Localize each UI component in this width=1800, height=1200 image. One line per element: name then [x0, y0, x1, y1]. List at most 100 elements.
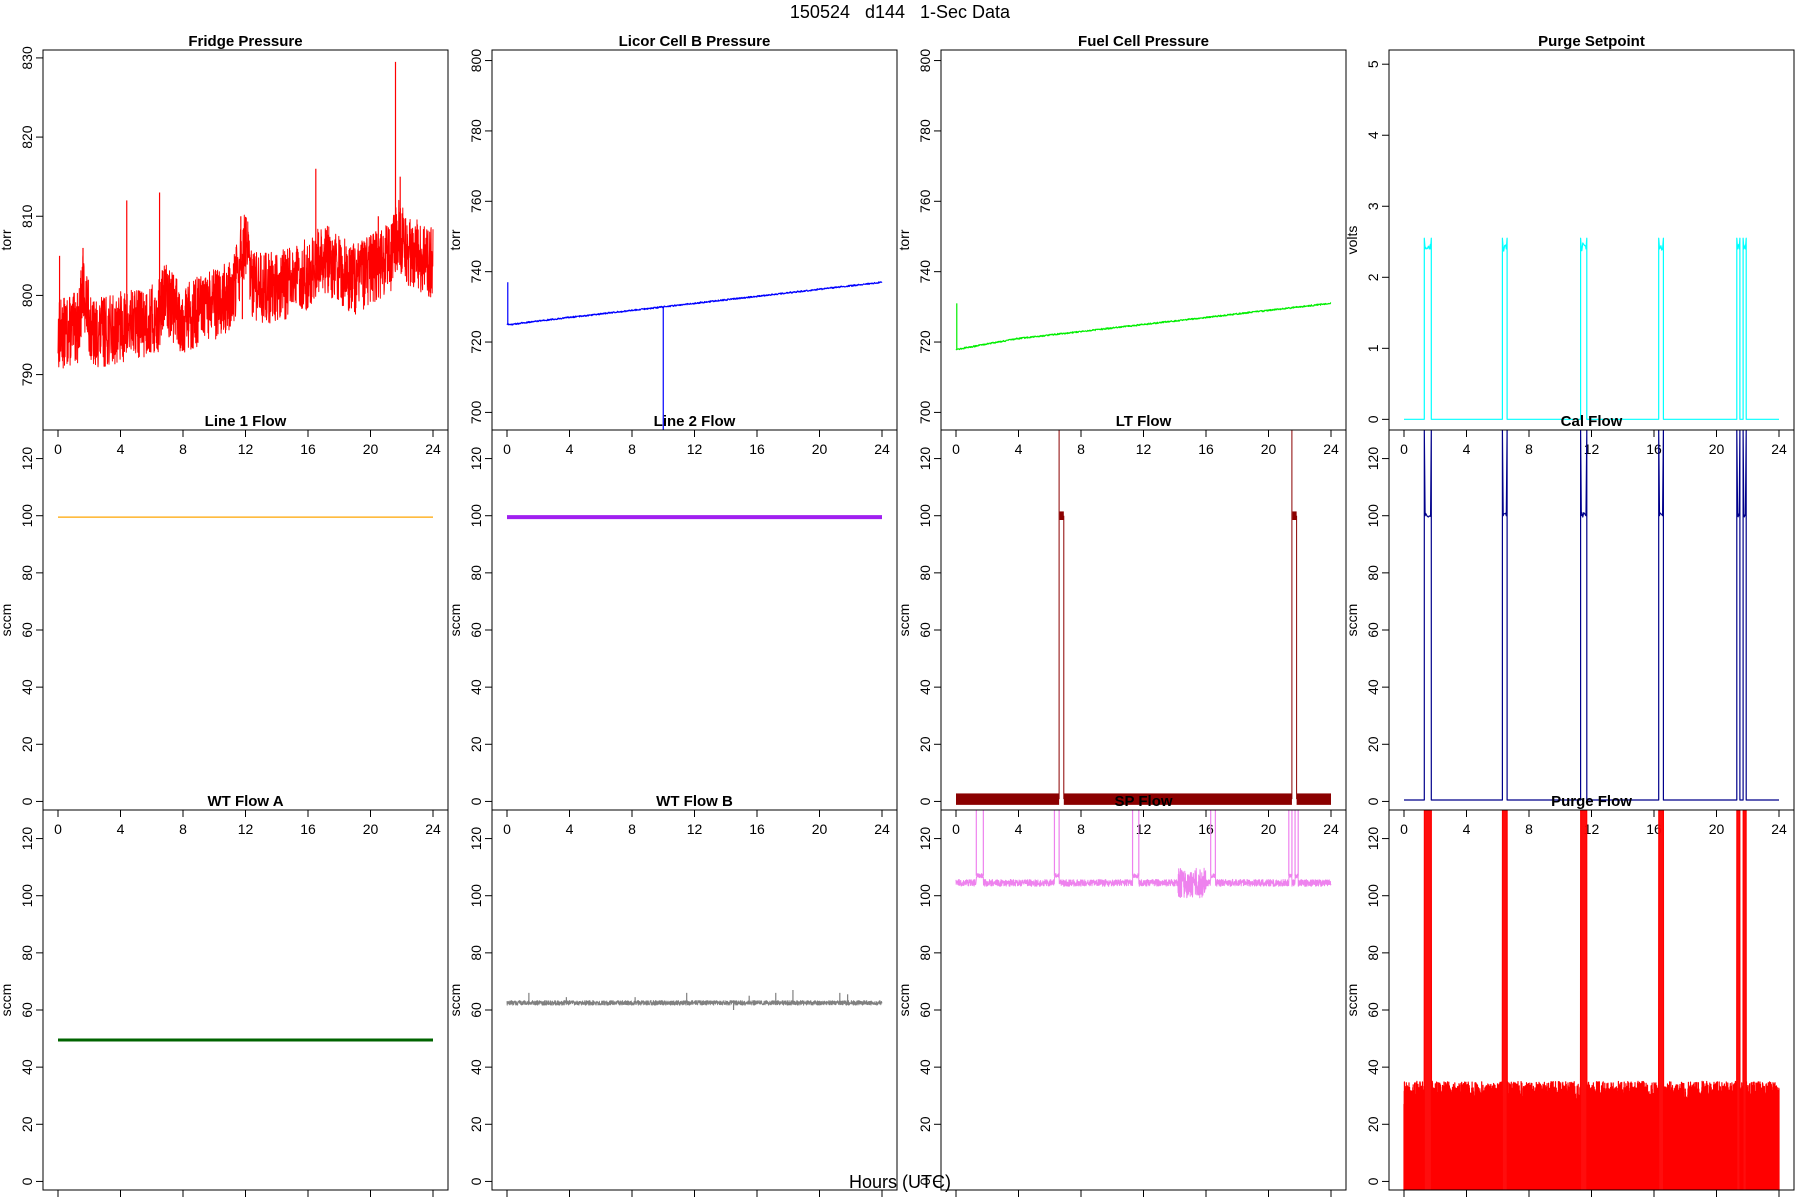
plot-area	[955, 302, 1332, 351]
page-title: 150524 d144 1-Sec Data	[789, 2, 1011, 22]
y-tick-label: 20	[468, 1116, 484, 1132]
pulse-trace	[1404, 237, 1779, 420]
x-tick-label: 24	[874, 441, 890, 457]
pulse-block	[1658, 810, 1664, 1190]
x-tick-label: 12	[1136, 441, 1152, 457]
x-tick-label: 16	[300, 441, 316, 457]
pulse-block	[1736, 810, 1740, 1190]
chart-panel-fuel-cell-pressure: Fuel Cell Pressure torr 700 720 740 760 780 800…	[896, 33, 1347, 457]
chart-panel-wt-flow-a: WT Flow A sccm 0 20 40 60 80 100 120 0 4 8 12 16 20 24	[0, 793, 449, 1197]
chart-panel-licor-cell-b-pressure: Licor Cell B Pressure torr 700 720 740 760 780…	[447, 33, 898, 457]
chart-panel-sp-flow: SP Flow sccm 0 20 40 60 80 100 120 0 4 8 12 16 20 24	[896, 793, 1347, 1197]
y-tick-label: 60	[917, 1002, 933, 1018]
y-tick-label: 100	[1365, 504, 1381, 528]
y-tick-label: 0	[1365, 1177, 1381, 1185]
y-tick-label: 800	[917, 49, 933, 73]
y-tick-label: 2	[1365, 273, 1381, 281]
chart-title: Purge Setpoint	[1538, 33, 1645, 50]
y-tick-label: 780	[468, 119, 484, 143]
y-tick-label: 810	[19, 204, 35, 228]
y-axis-label: torr	[447, 229, 463, 250]
y-tick-label: 760	[468, 189, 484, 213]
y-tick-label: 790	[19, 363, 35, 387]
plot-frame	[491, 809, 898, 1191]
x-tick-label: 0	[1400, 441, 1408, 457]
y-tick-label: 100	[917, 884, 933, 908]
y-tick-label: 120	[468, 447, 484, 471]
pulse-block	[1424, 810, 1432, 1190]
plot-frame	[1388, 809, 1795, 1191]
y-tick-label: 700	[468, 401, 484, 425]
baseline-band	[1296, 793, 1331, 805]
y-tick-label: 80	[917, 945, 933, 961]
chart-title: Fuel Cell Pressure	[1078, 33, 1209, 50]
y-tick-label: 0	[19, 1177, 35, 1185]
baseline-band	[1063, 793, 1292, 805]
y-tick-label: 700	[917, 401, 933, 425]
x-tick-label: 8	[179, 821, 187, 837]
x-tick-label: 0	[54, 441, 62, 457]
chart-panel-purge-flow: Purge Flow sccm 0 20 40 60 80 100 120 0 4 8 12 16 20 24	[1344, 793, 1795, 1197]
y-tick-label: 0	[917, 1177, 933, 1185]
plot-area	[956, 430, 1331, 805]
noise-trace	[506, 1000, 883, 1006]
x-tick-label: 20	[1709, 821, 1725, 837]
y-tick-label: 60	[1365, 622, 1381, 638]
y-tick-label: 800	[468, 49, 484, 73]
x-tick-label: 16	[749, 441, 765, 457]
x-tick-label: 20	[1261, 441, 1277, 457]
x-tick-label: 4	[1463, 821, 1471, 837]
y-tick-label: 20	[917, 1116, 933, 1132]
chart-title: SP Flow	[1114, 793, 1172, 810]
x-tick-label: 12	[1584, 441, 1600, 457]
x-tick-label: 0	[503, 821, 511, 837]
y-tick-label: 120	[19, 827, 35, 851]
y-tick-label: 120	[917, 447, 933, 471]
y-tick-label: 80	[19, 945, 35, 961]
plot-frame	[491, 429, 898, 811]
chart-title: LT Flow	[1116, 413, 1172, 430]
chart-title: Licor Cell B Pressure	[619, 33, 771, 50]
y-tick-label: 80	[468, 565, 484, 581]
x-tick-label: 0	[952, 441, 960, 457]
noise-trace	[955, 867, 1332, 899]
plot-area	[57, 61, 434, 369]
x-axis-label: Hours (UTC)	[849, 1172, 951, 1192]
x-tick-label: 8	[1077, 441, 1085, 457]
x-tick-label: 8	[1525, 441, 1533, 457]
noise-trace	[57, 199, 434, 369]
x-tick-label: 4	[117, 441, 125, 457]
y-tick-label: 40	[1365, 679, 1381, 695]
plot-frame	[42, 429, 449, 811]
y-tick-label: 80	[1365, 565, 1381, 581]
y-tick-label: 5	[1365, 60, 1381, 68]
chart-panel-wt-flow-b: WT Flow B sccm 0 20 40 60 80 100 120 0 4 8 12 16 20 24	[447, 793, 898, 1197]
y-tick-label: 100	[1365, 884, 1381, 908]
y-tick-label: 0	[468, 797, 484, 805]
chart-title: Line 2 Flow	[654, 413, 736, 430]
y-tick-label: 100	[468, 884, 484, 908]
x-tick-label: 20	[363, 821, 379, 837]
chart-title: Cal Flow	[1561, 413, 1623, 430]
y-axis-label: torr	[0, 229, 14, 250]
plot-frame	[42, 809, 449, 1191]
y-tick-label: 0	[468, 1177, 484, 1185]
pulse-block	[1743, 810, 1747, 1190]
y-tick-label: 80	[468, 945, 484, 961]
y-axis-label: sccm	[1344, 604, 1360, 637]
x-tick-label: 4	[566, 441, 574, 457]
y-tick-label: 120	[19, 447, 35, 471]
y-tick-label: 40	[917, 1059, 933, 1075]
x-tick-label: 16	[1646, 821, 1662, 837]
chart-title: Fridge Pressure	[188, 33, 302, 50]
plot-area	[1403, 810, 1780, 1190]
y-tick-label: 100	[917, 504, 933, 528]
y-axis-label: sccm	[896, 984, 912, 1017]
x-tick-label: 8	[628, 821, 636, 837]
x-tick-label: 24	[1771, 441, 1787, 457]
y-tick-label: 20	[917, 736, 933, 752]
x-tick-label: 12	[687, 441, 703, 457]
plot-frame	[1388, 429, 1795, 811]
y-tick-label: 100	[468, 504, 484, 528]
